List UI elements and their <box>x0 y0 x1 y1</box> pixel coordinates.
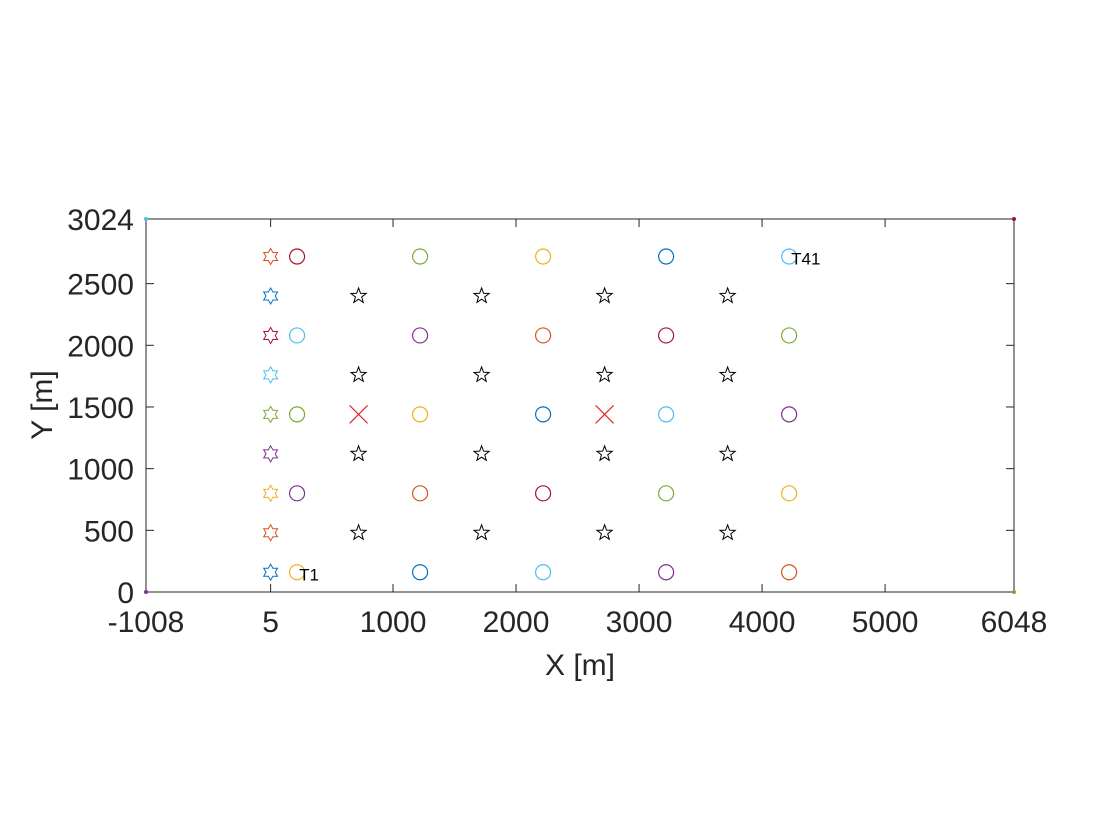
circle-marker <box>288 406 306 423</box>
y-tick-label: 3024 <box>67 204 134 237</box>
hexagram-marker <box>262 326 279 345</box>
y-tick-label: 1000 <box>67 454 134 487</box>
circle-marker <box>411 406 429 423</box>
hexagram-marker <box>262 405 279 424</box>
pentagram-marker <box>718 444 737 462</box>
circle-marker <box>658 485 675 502</box>
pentagram-marker <box>718 523 737 541</box>
x-tick-label: 6048 <box>981 606 1048 639</box>
hexagram-marker <box>262 286 279 305</box>
y-tick-label: 500 <box>84 515 134 548</box>
circle-marker <box>534 485 552 502</box>
circle-marker <box>534 327 552 344</box>
point-label: T41 <box>791 249 820 268</box>
x-axis-label: X [m] <box>545 649 615 682</box>
pentagram-marker <box>472 444 491 462</box>
plot-area <box>145 218 1015 593</box>
x-tick-label: 1000 <box>360 606 427 639</box>
pentagram-marker <box>595 444 614 462</box>
y-tick-label: 2500 <box>67 269 134 302</box>
hexagram-marker <box>262 484 279 503</box>
corner-dot-marker <box>144 217 148 221</box>
point-annotations: T1 T41 <box>299 249 820 584</box>
circle-marker <box>781 327 798 344</box>
y-axis-label: Y [m] <box>26 370 59 439</box>
x-tick-label: 5000 <box>852 606 919 639</box>
x-tick-label: 3000 <box>606 606 673 639</box>
circle-marker <box>288 327 306 344</box>
pentagram-marker <box>349 286 368 304</box>
circle-marker <box>658 327 675 344</box>
x-tick-label: 2000 <box>483 606 550 639</box>
data-markers <box>144 217 1016 594</box>
circle-marker <box>781 248 798 265</box>
pentagram-marker <box>349 365 368 383</box>
axis-ticks: -1008 5 1000 2000 3000 4000 5000 6048 0 500 1000 15… <box>67 204 1047 639</box>
pentagram-marker <box>472 286 491 304</box>
circle-marker <box>534 406 552 423</box>
circle-marker <box>534 248 552 265</box>
circle-marker <box>411 564 429 581</box>
pentagram-marker <box>349 523 368 541</box>
circle-marker <box>288 485 306 502</box>
circle-marker <box>658 248 675 265</box>
pentagram-marker <box>718 365 737 383</box>
pentagram-marker <box>718 286 737 304</box>
pentagram-marker <box>472 523 491 541</box>
x-marker <box>595 404 615 424</box>
circle-marker <box>411 248 429 265</box>
y-tick-label: 0 <box>117 577 134 610</box>
x-tick-label: 4000 <box>729 606 796 639</box>
corner-dot-marker <box>144 590 148 594</box>
corner-dot-marker <box>1012 590 1016 594</box>
pentagram-marker <box>595 286 614 304</box>
circle-marker <box>411 327 429 344</box>
pentagram-marker <box>472 365 491 383</box>
circle-marker <box>534 564 552 581</box>
corner-dot-marker <box>1012 217 1016 221</box>
pentagram-marker <box>595 523 614 541</box>
circle-marker <box>411 485 429 502</box>
hexagram-marker <box>262 523 279 542</box>
x-tick-label: -1008 <box>108 606 185 639</box>
circle-marker <box>781 406 798 423</box>
hexagram-marker <box>262 365 279 384</box>
x-marker <box>349 404 368 424</box>
y-tick-label: 2000 <box>67 330 134 363</box>
y-tick-label: 1500 <box>67 392 134 425</box>
circle-marker <box>288 248 306 265</box>
pentagram-marker <box>595 365 614 383</box>
hexagram-marker <box>262 444 279 463</box>
circle-marker <box>658 406 675 423</box>
circle-marker <box>658 564 675 581</box>
x-tick-label: 5 <box>262 606 279 639</box>
circle-marker <box>288 564 306 581</box>
hexagram-marker <box>262 563 279 582</box>
circle-marker <box>781 564 798 581</box>
pentagram-marker <box>349 444 368 462</box>
circle-marker <box>781 485 798 502</box>
point-label: T1 <box>299 565 319 584</box>
hexagram-marker <box>262 247 279 266</box>
